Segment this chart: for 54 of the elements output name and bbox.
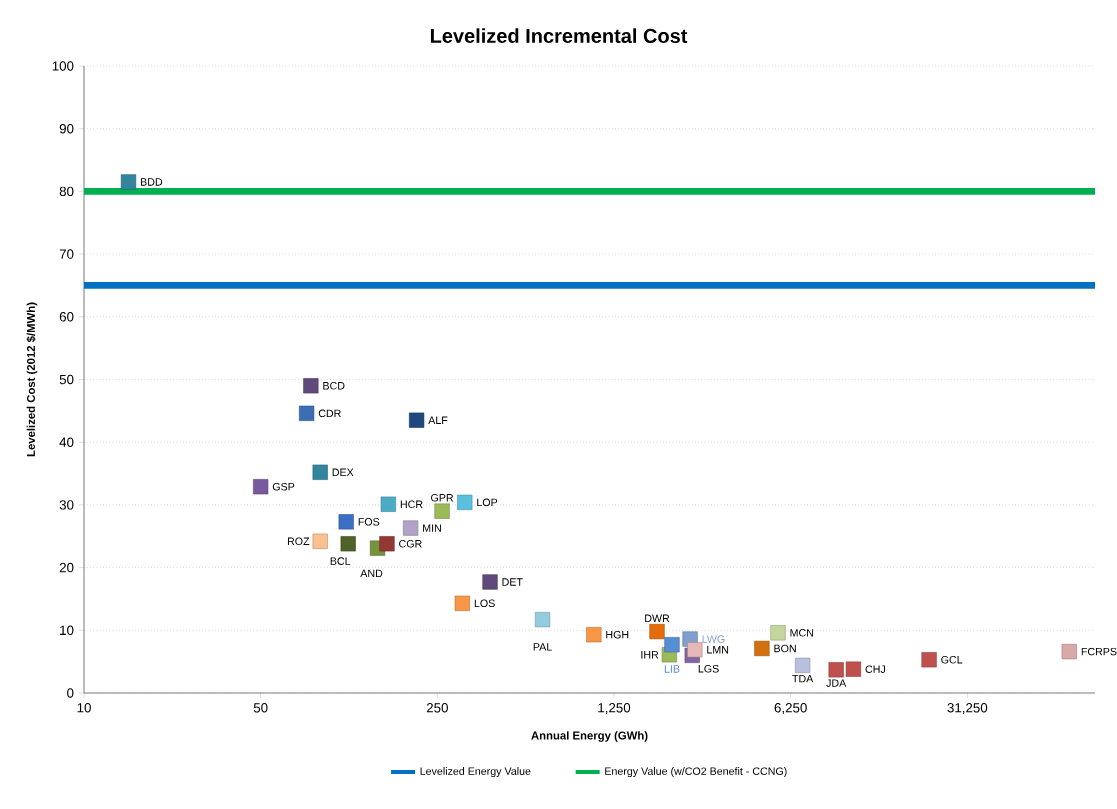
series-label: BON: [774, 644, 796, 653]
series-label: BCL: [330, 557, 351, 565]
x-tick-label: 1,250: [598, 703, 631, 715]
y-tick-label: 10: [60, 625, 74, 635]
series-label: DEX: [332, 468, 354, 476]
series-label: GSP: [272, 482, 295, 491]
series-label: HCR: [400, 500, 423, 509]
series-label: AND: [360, 569, 383, 578]
x-tick-label: 10: [77, 703, 91, 713]
y-tick-label: 40: [59, 437, 74, 447]
series-label: LMN: [707, 646, 729, 654]
series-label: LWG: [702, 635, 725, 643]
y-tick-label: 30: [59, 500, 74, 510]
series-label: MCN: [790, 629, 814, 637]
series-label: ALF: [428, 416, 448, 424]
y-tick-label: 80: [59, 186, 74, 197]
chart-title: Levelized Incremental Cost: [430, 28, 688, 43]
x-tick-label: 6,250: [774, 703, 807, 715]
series-label: IHR: [641, 651, 659, 659]
series-label: LIB: [664, 665, 680, 673]
series-label: FCRPS: [1081, 647, 1117, 656]
y-tick-label: 70: [59, 249, 74, 259]
series-label: PAL: [533, 643, 552, 651]
series-label: GPR: [431, 494, 454, 502]
series-label: LOS: [474, 599, 495, 608]
series-label: TDA: [792, 675, 814, 683]
series-label: JDA: [826, 679, 847, 687]
x-axis-title: Annual Energy (GWh): [531, 731, 648, 742]
series-label: CGR: [399, 539, 422, 548]
series-label: FOS: [358, 518, 380, 526]
series-label: HGH: [606, 630, 629, 639]
y-tick-label: 20: [59, 562, 74, 573]
series-label: ROZ: [287, 537, 310, 546]
series-label: GCL: [941, 655, 963, 664]
x-tick-label: 50: [253, 703, 268, 713]
series-label: DWR: [645, 614, 670, 622]
y-tick-label: 0: [67, 688, 74, 698]
series-label: CHJ: [865, 665, 885, 673]
y-tick-label: 90: [59, 123, 74, 134]
series-label: LOP: [477, 498, 498, 507]
y-tick-label: 100: [52, 61, 74, 71]
series-label: MIN: [423, 524, 441, 532]
x-tick-label: 31,250: [947, 703, 988, 715]
series-label: LGS: [698, 664, 719, 673]
y-axis-title: Levelized Cost (2012 $/MWh): [26, 302, 38, 457]
series-label: BDD: [140, 178, 163, 186]
y-tick-label: 60: [59, 312, 74, 322]
y-tick-label: 50: [59, 374, 74, 385]
series-label: BCD: [323, 381, 345, 390]
x-tick-label: 250: [426, 703, 448, 713]
series-label: DET: [502, 578, 523, 586]
legend-label: Levelized Energy Value: [420, 767, 531, 778]
series-label: CDR: [318, 409, 341, 418]
legend-label: Energy Value (w/CO2 Benefit - CCNG): [605, 767, 787, 778]
